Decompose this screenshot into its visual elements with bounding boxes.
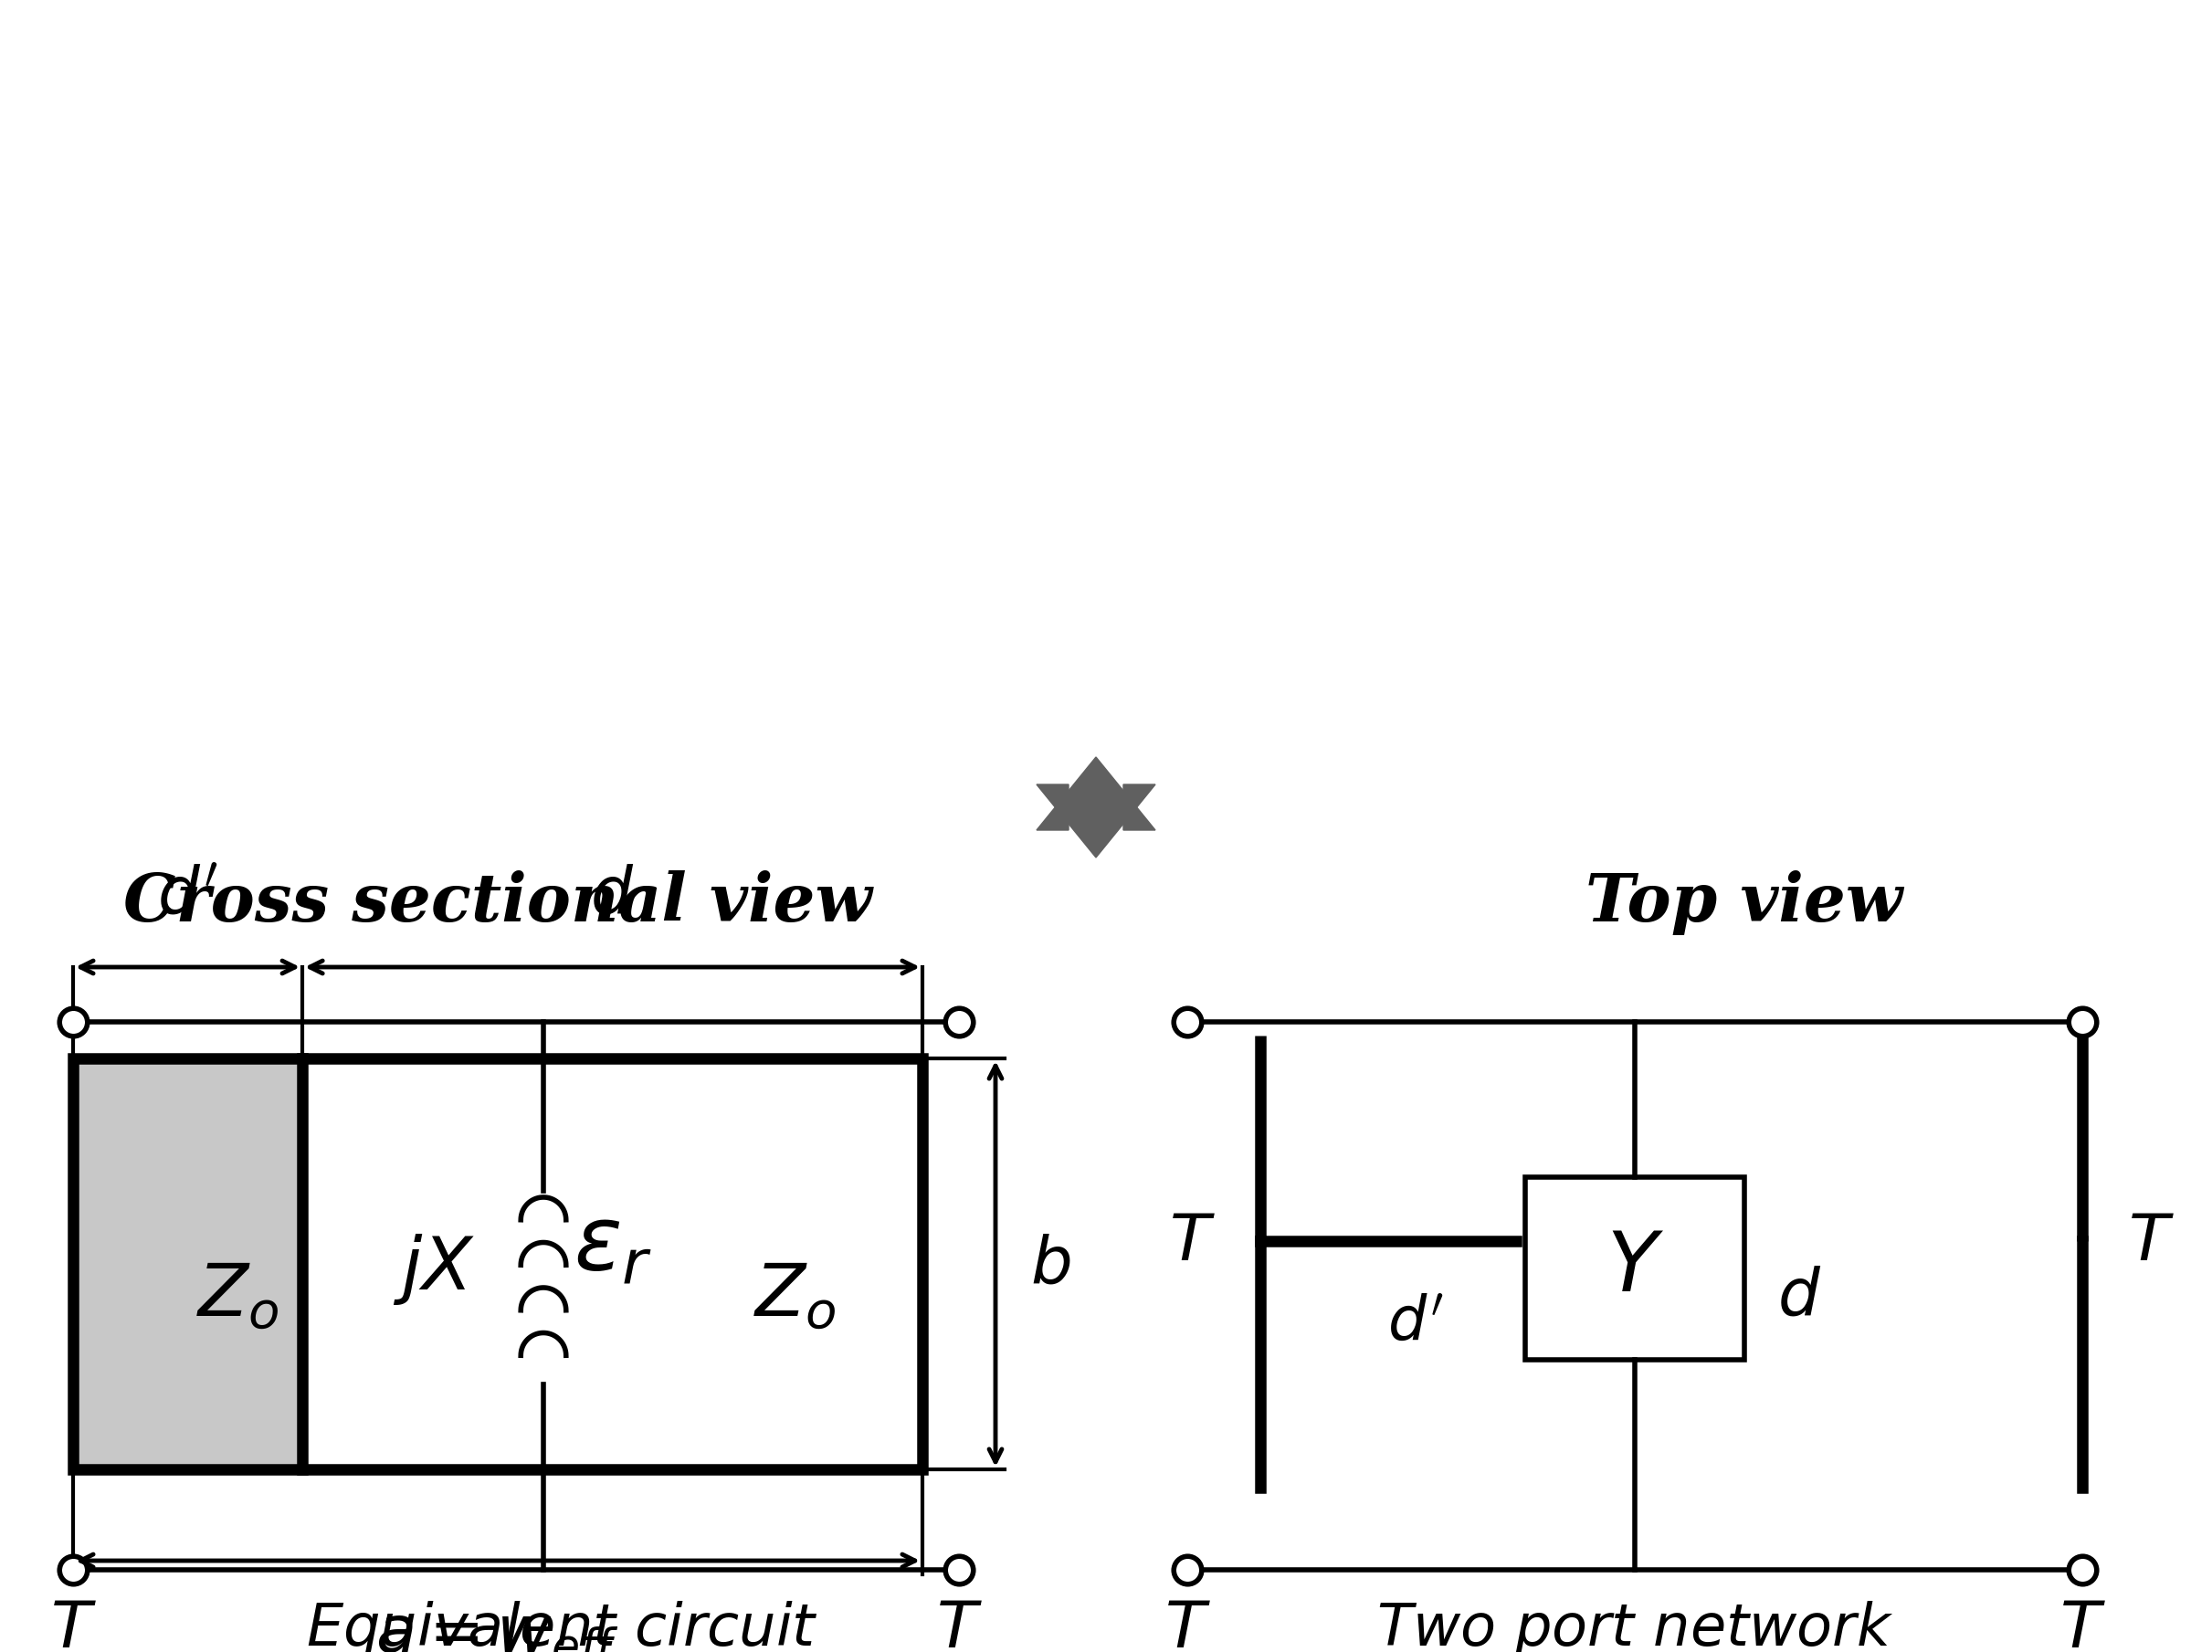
Text: $Y$: $Y$ (1606, 1229, 1663, 1308)
Text: $Z_o$: $Z_o$ (752, 1260, 836, 1332)
Text: $T$: $T$ (1164, 1597, 1210, 1652)
Text: $\varepsilon_r$: $\varepsilon_r$ (573, 1203, 653, 1289)
Text: $jX$: $jX$ (394, 1232, 476, 1307)
Bar (73, 1059, 303, 1469)
Text: $b$: $b$ (1031, 1231, 1071, 1297)
Text: $T$: $T$ (2128, 1209, 2174, 1274)
Text: $d$: $d$ (1776, 1264, 1820, 1328)
Text: $T$: $T$ (936, 1597, 982, 1652)
Text: $Z_o$: $Z_o$ (197, 1260, 279, 1332)
Text: $\mathit{Equivalent\ circuit}$: $\mathit{Equivalent\ circuit}$ (305, 1599, 818, 1652)
Bar (73, 1059, 922, 1469)
Bar (1526, 1178, 1745, 1360)
Text: $T$: $T$ (1168, 1209, 1214, 1274)
Text: $T$: $T$ (2059, 1597, 2106, 1652)
Text: Cross sectional view: Cross sectional view (124, 871, 872, 935)
Text: $\mathit{Two\ port\ network}$: $\mathit{Two\ port\ network}$ (1376, 1599, 1893, 1652)
Text: $d'$: $d'$ (1387, 1294, 1444, 1353)
Text: $d'$: $d'$ (157, 862, 219, 927)
Text: Top view: Top view (1586, 871, 1902, 935)
FancyArrow shape (1037, 757, 1155, 829)
Text: $d$: $d$ (591, 862, 635, 927)
Text: $T$: $T$ (51, 1597, 97, 1652)
Text: $a=w_{eff}$: $a=w_{eff}$ (376, 1601, 619, 1652)
FancyArrow shape (1037, 785, 1155, 857)
